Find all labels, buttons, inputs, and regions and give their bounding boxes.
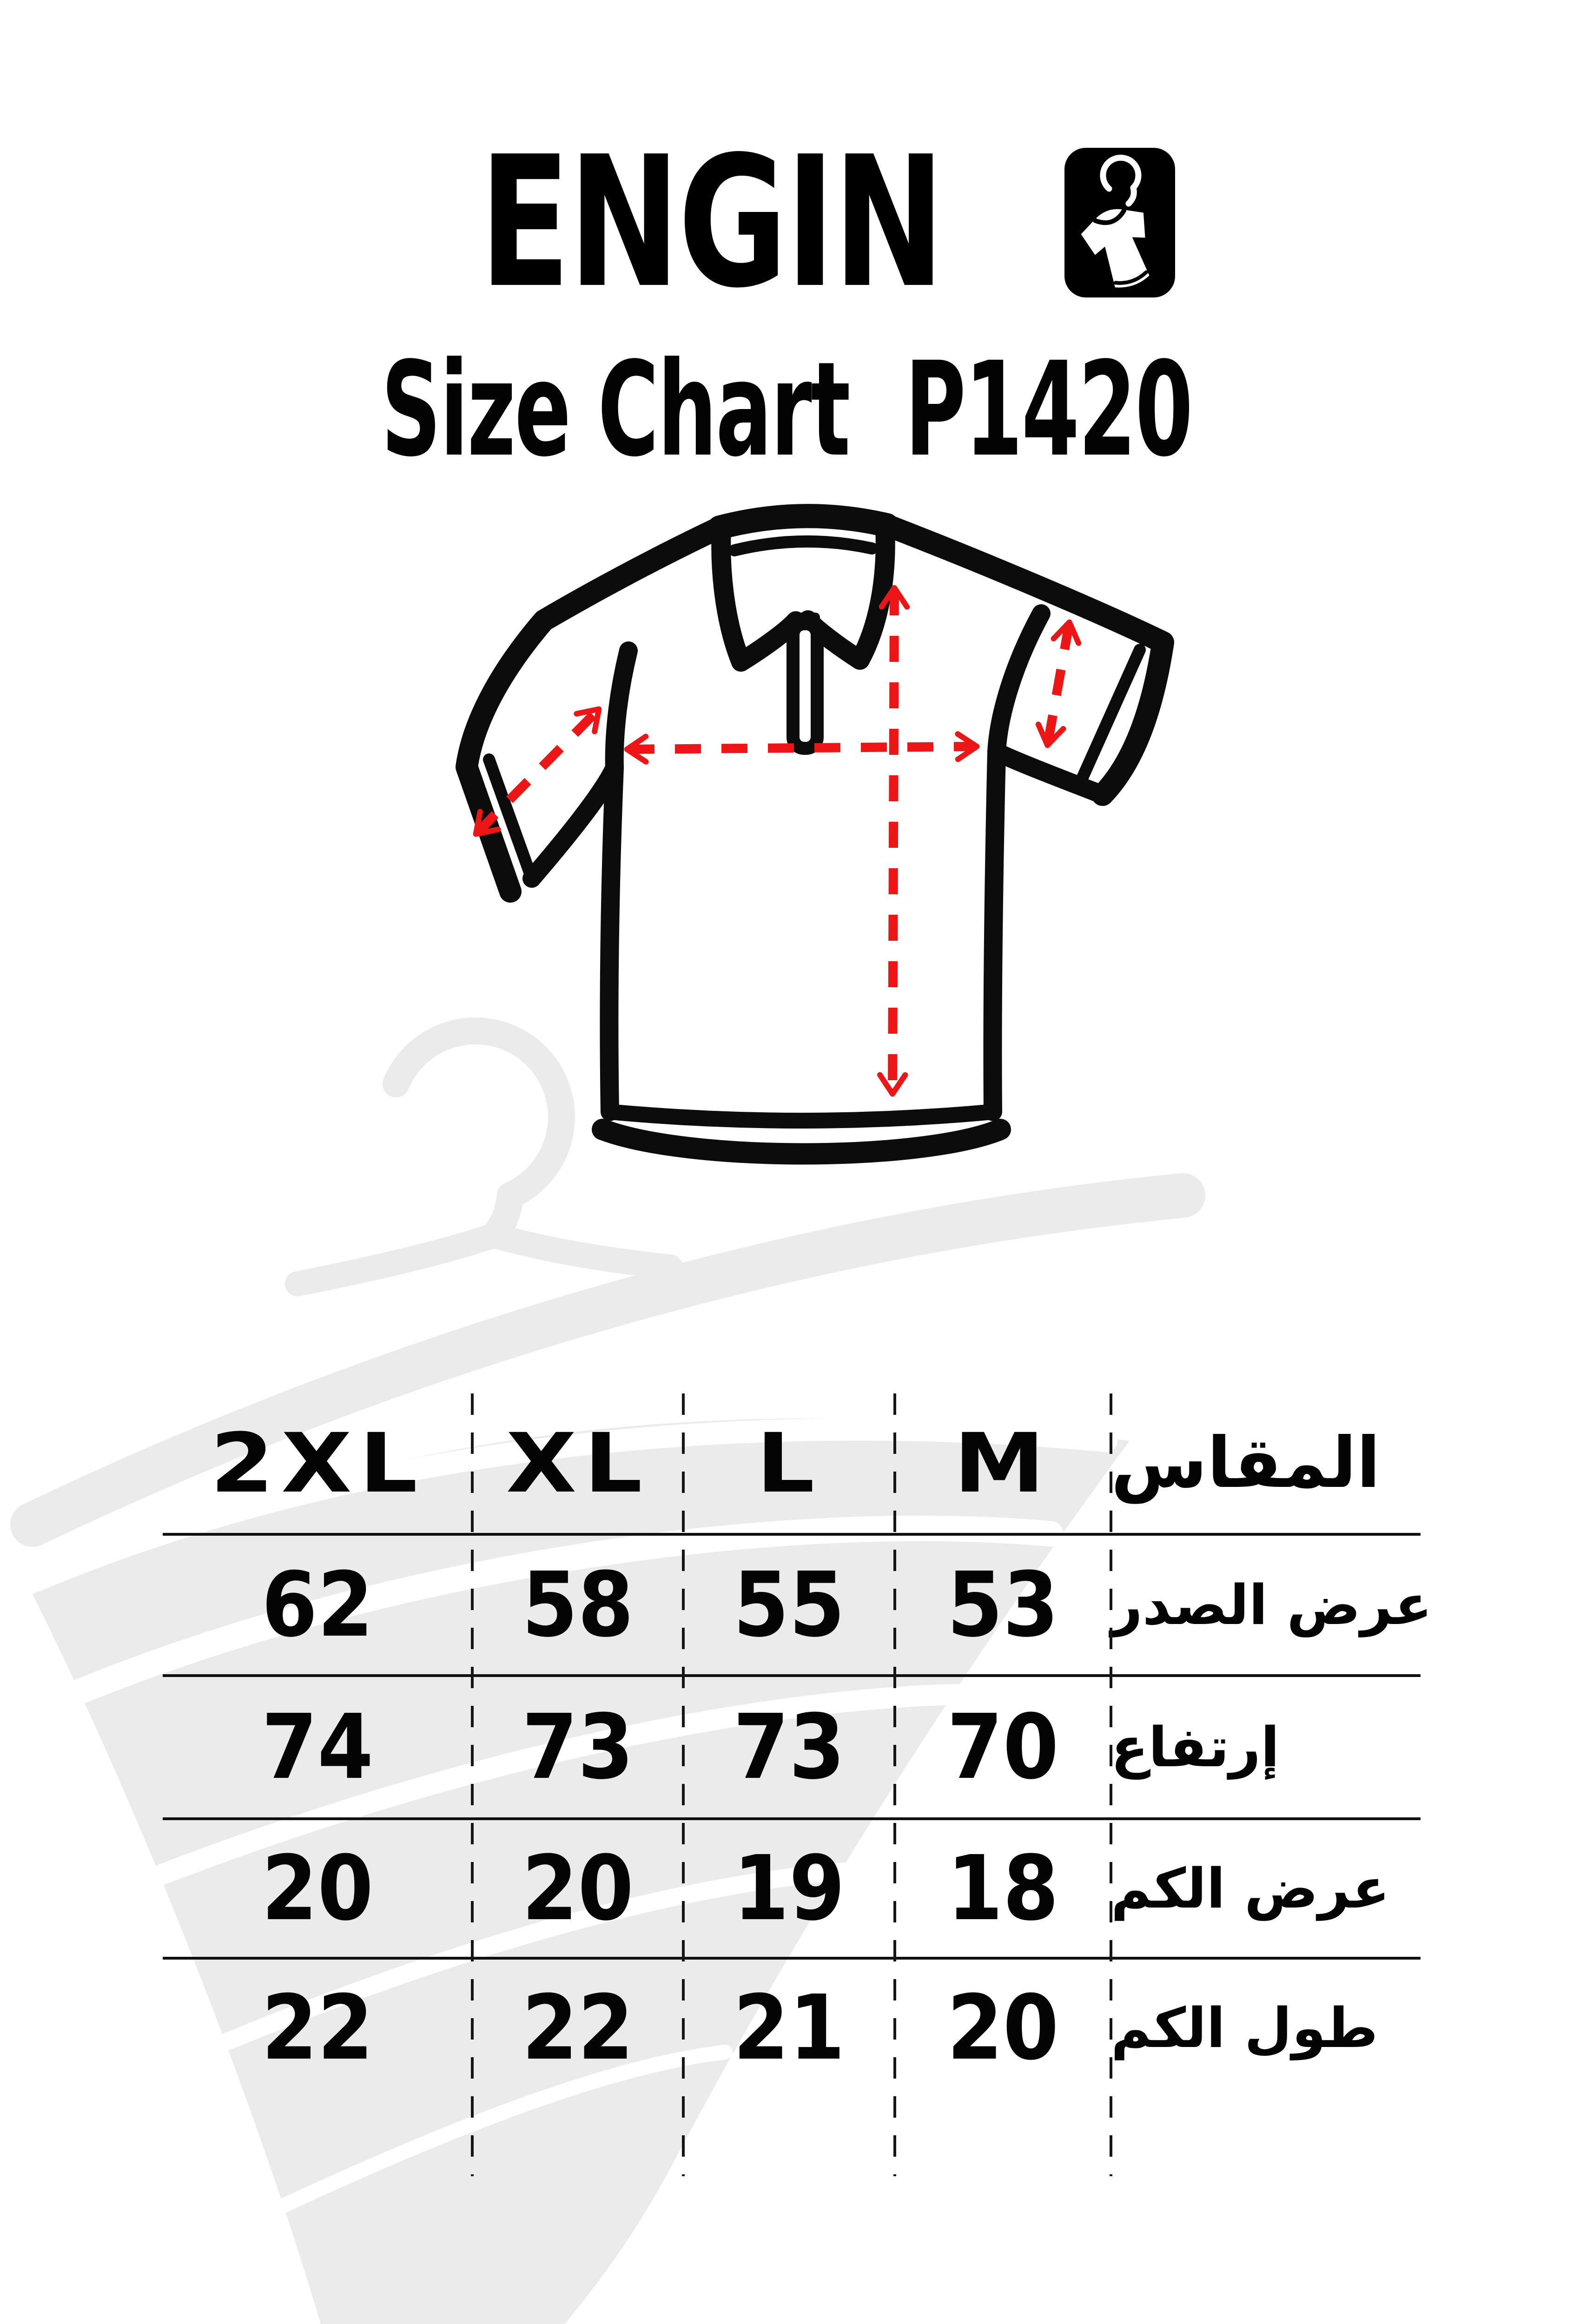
chest-width-xl: 58 [522,1553,634,1657]
shirt-on-hanger-icon [1081,154,1150,288]
page-title: Size Chart P1420 [381,334,1193,486]
sleeve-length-2xl: 22 [261,1976,374,2080]
sleeve-length-label: طول الكم [1111,1996,1378,2060]
height-arrow [877,585,910,1097]
column-separator-4 [1110,1393,1112,2176]
chest-width-label: عرض الصدر [1111,1573,1432,1637]
height-m: 70 [947,1695,1059,1799]
table-rule-3 [163,1817,1421,1820]
table-rule-4 [163,1957,1421,1960]
size-col-xl: XL [506,1415,650,1511]
brand-wordmark: ENGIN [479,118,945,328]
size-header-label: المقاس [1111,1423,1381,1504]
chest-width-arrow [624,731,980,765]
brand-logo: ENGIN [0,118,1573,328]
sleeve-width-m: 18 [947,1836,1059,1941]
sleeve-width-xl: 20 [522,1836,634,1941]
table-rule-1 [163,1533,1421,1536]
chest-width-2xl: 62 [261,1553,374,1657]
size-col-l: L [756,1415,822,1511]
sleeve-length-xl: 22 [522,1976,634,2080]
size-col-2xl: 2XL [210,1415,425,1511]
sleeve-width-arrow [1035,619,1082,748]
logo-box [1064,148,1175,297]
height-xl: 73 [522,1695,634,1799]
chest-width-l: 55 [733,1553,845,1657]
height-label: إرتفاع [1111,1715,1280,1779]
height-l: 73 [733,1695,845,1799]
chest-width-m: 53 [947,1553,1059,1657]
sleeve-length-arrow [473,706,602,837]
sleeve-length-l: 21 [733,1976,845,2080]
column-separator-1 [471,1393,474,2176]
column-separator-3 [893,1393,896,2176]
shirt-on-hanger-watermark [10,1017,1205,2324]
size-col-m: M [953,1415,1052,1511]
sleeve-width-2xl: 20 [261,1836,374,1941]
column-separator-2 [682,1393,685,2176]
size-table: 2XL XL L M المقاس 62 58 55 53 عرض الصدر … [163,1392,1455,2099]
polo-measurement-diagram [456,504,1174,1165]
sleeve-width-l: 19 [733,1836,845,1941]
sleeve-width-label: عرض الكم [1111,1856,1390,1921]
height-2xl: 74 [261,1695,374,1799]
table-rule-2 [163,1674,1421,1677]
sleeve-length-m: 20 [947,1976,1059,2080]
